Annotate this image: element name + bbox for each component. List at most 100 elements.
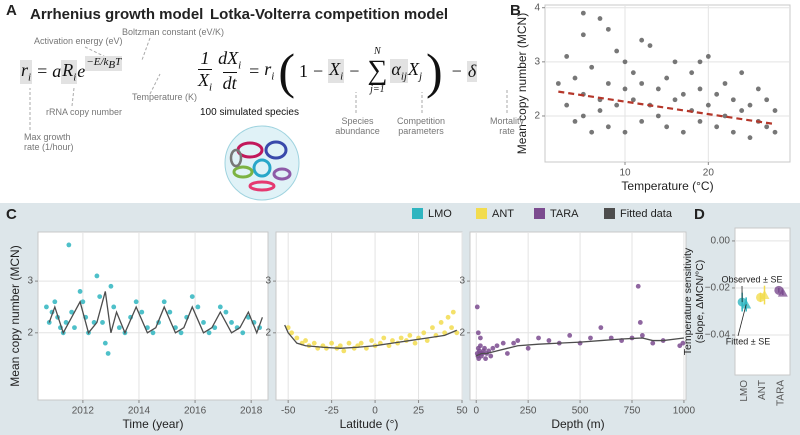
equation-part (229, 148, 243, 168)
x-tick-label: 10 (619, 168, 631, 179)
y-tick-label: −0.04 (705, 330, 731, 341)
data-point (639, 332, 645, 338)
minus1: − (313, 60, 324, 81)
data-point (69, 309, 75, 315)
data-point (337, 343, 343, 349)
plot-area (469, 231, 687, 401)
frac2-den: dt (222, 71, 237, 93)
data-point (240, 330, 246, 336)
data-point (515, 338, 521, 343)
exponent-sub: B (108, 59, 116, 72)
data-point (329, 340, 335, 346)
data-point (650, 340, 656, 346)
fitted-marker (777, 287, 788, 297)
panel-label: B (510, 2, 521, 19)
data-point (567, 332, 573, 338)
y-tick-label: 3 (459, 276, 465, 287)
data-point (381, 335, 387, 341)
equation-part: Xj (408, 59, 422, 83)
data-point (477, 343, 483, 349)
data-point (572, 118, 578, 124)
data-point (705, 54, 711, 59)
frac2-num: dX (218, 48, 239, 69)
data-point (637, 320, 643, 325)
data-point (217, 304, 223, 310)
xj-sub: j (418, 70, 422, 83)
x-tick-label: 1000 (673, 406, 696, 417)
data-point (421, 330, 427, 336)
data-point (555, 81, 561, 86)
x-tick-label: TARA (775, 380, 786, 406)
x-tick-label: 50 (456, 406, 468, 417)
y-axis-label: Mean copy number (MCN) (8, 245, 22, 386)
data-point (223, 309, 229, 315)
annotation: Fitted ± SE (726, 336, 770, 346)
data-point (546, 338, 552, 343)
y-tick-label: 2 (27, 327, 33, 338)
x-tick-label: 2016 (184, 406, 207, 417)
data-point (655, 86, 661, 92)
annotation: Observed ± SE (722, 274, 783, 284)
x-axis-label: Temperature (°C) (621, 179, 713, 193)
data-point (630, 97, 636, 103)
data-point (311, 340, 317, 346)
close: ) (426, 43, 443, 99)
data-point (167, 309, 173, 315)
data-point (639, 37, 645, 43)
sum-bottom: j=1 (370, 84, 385, 95)
fit-line (284, 324, 458, 349)
data-point (772, 129, 778, 135)
plot-area (37, 231, 269, 401)
x-axis-label: Time (year) (123, 417, 184, 431)
y-tick-label: 4 (534, 2, 540, 13)
annotation: Boltzman constant (eV/K) (122, 27, 225, 37)
data-point (102, 340, 108, 346)
frac1-den: X (198, 70, 209, 91)
x-tick-label: -50 (281, 406, 296, 417)
data-point (511, 340, 517, 346)
frac2-num-sub: i (238, 59, 242, 72)
delta: δ (466, 60, 478, 82)
data-point (139, 309, 145, 315)
data-point (614, 102, 620, 108)
data-point (589, 64, 595, 70)
data-point (490, 345, 496, 351)
equation-part: dXi (218, 48, 241, 72)
data-point (588, 335, 593, 341)
data-point (564, 54, 570, 59)
data-point (572, 75, 578, 81)
equals: = (37, 61, 48, 82)
data-point (639, 118, 645, 124)
legend-swatch (604, 208, 615, 219)
alpha: α (391, 59, 401, 80)
data-point (622, 86, 628, 92)
data-point (161, 299, 167, 305)
data-point (358, 340, 364, 346)
x-tick-label: LMO (739, 380, 750, 402)
data-point (229, 320, 234, 325)
annotation: Max growth rate (1/hour) (24, 132, 74, 153)
data-point (739, 108, 745, 113)
data-point (755, 86, 761, 92)
equation-part (71, 87, 75, 107)
data-point (189, 294, 195, 300)
data-point (445, 314, 451, 320)
legend-swatch (534, 208, 545, 219)
species-illustration (224, 125, 300, 201)
data-point (430, 325, 435, 331)
data-point (764, 97, 770, 103)
data-point (100, 320, 105, 325)
data-point (477, 335, 483, 341)
x-tick-label: -25 (324, 406, 339, 417)
equation-part (84, 46, 117, 63)
data-point (680, 91, 686, 97)
panel-label: C (6, 206, 17, 223)
data-point (116, 325, 122, 331)
y-tick-label: 2 (265, 327, 271, 338)
data-point (639, 81, 645, 86)
data-point (664, 124, 670, 130)
data-point (424, 338, 430, 343)
data-point (714, 91, 720, 97)
